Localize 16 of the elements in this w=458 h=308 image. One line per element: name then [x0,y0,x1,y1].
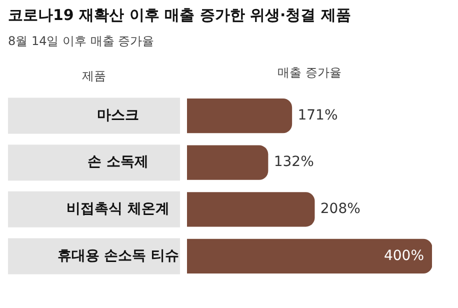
data-label: 400% [384,248,424,264]
y-tick-label: 손 소독제 [88,154,149,170]
bar [187,192,315,227]
y-axis-title: 제품 [81,68,107,85]
data-label: 208% [320,201,360,218]
bar [187,238,432,274]
bar [187,98,292,134]
text: 8월 14일 이후 매출 증가율 [8,33,154,50]
chart-title: 코로나19 재확산 이후 매출 증가한 위생·청결 제품 [8,6,351,25]
y-tick-label: 휴대용 손소독 티슈 [57,248,179,264]
bar [187,145,268,180]
x-axis-title: 매출 증가율 [278,65,342,80]
y-tick-label: 비접촉식 체온계 [66,201,170,218]
y-tick-label: 마스크 [97,107,140,124]
data-label: 171% [298,107,338,124]
data-label: 132% [274,154,314,170]
